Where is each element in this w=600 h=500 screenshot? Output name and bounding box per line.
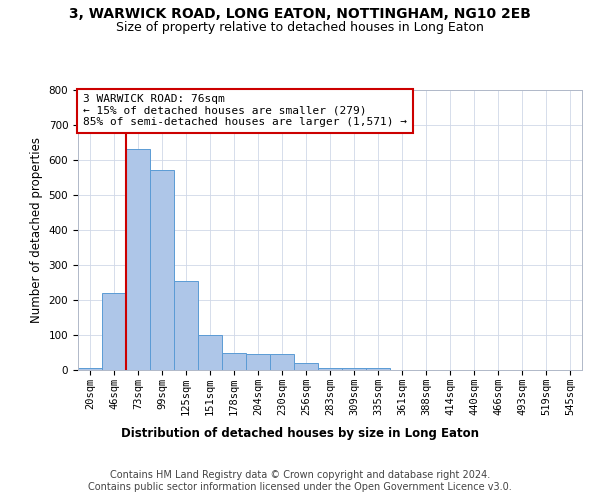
Bar	[366, 368, 390, 370]
Text: Distribution of detached houses by size in Long Eaton: Distribution of detached houses by size …	[121, 428, 479, 440]
Bar	[150, 170, 174, 370]
Y-axis label: Number of detached properties: Number of detached properties	[30, 137, 43, 323]
Text: 3, WARWICK ROAD, LONG EATON, NOTTINGHAM, NG10 2EB: 3, WARWICK ROAD, LONG EATON, NOTTINGHAM,…	[69, 8, 531, 22]
Bar	[318, 368, 342, 370]
Bar	[222, 352, 246, 370]
Text: 3 WARWICK ROAD: 76sqm
← 15% of detached houses are smaller (279)
85% of semi-det: 3 WARWICK ROAD: 76sqm ← 15% of detached …	[83, 94, 407, 128]
Text: Size of property relative to detached houses in Long Eaton: Size of property relative to detached ho…	[116, 21, 484, 34]
Bar	[78, 368, 102, 370]
Bar	[294, 363, 318, 370]
Bar	[174, 280, 198, 370]
Bar	[126, 150, 150, 370]
Bar	[102, 293, 126, 370]
Bar	[246, 354, 270, 370]
Bar	[198, 335, 222, 370]
Bar	[342, 368, 366, 370]
Bar	[270, 354, 294, 370]
Text: Contains HM Land Registry data © Crown copyright and database right 2024.
Contai: Contains HM Land Registry data © Crown c…	[88, 470, 512, 492]
